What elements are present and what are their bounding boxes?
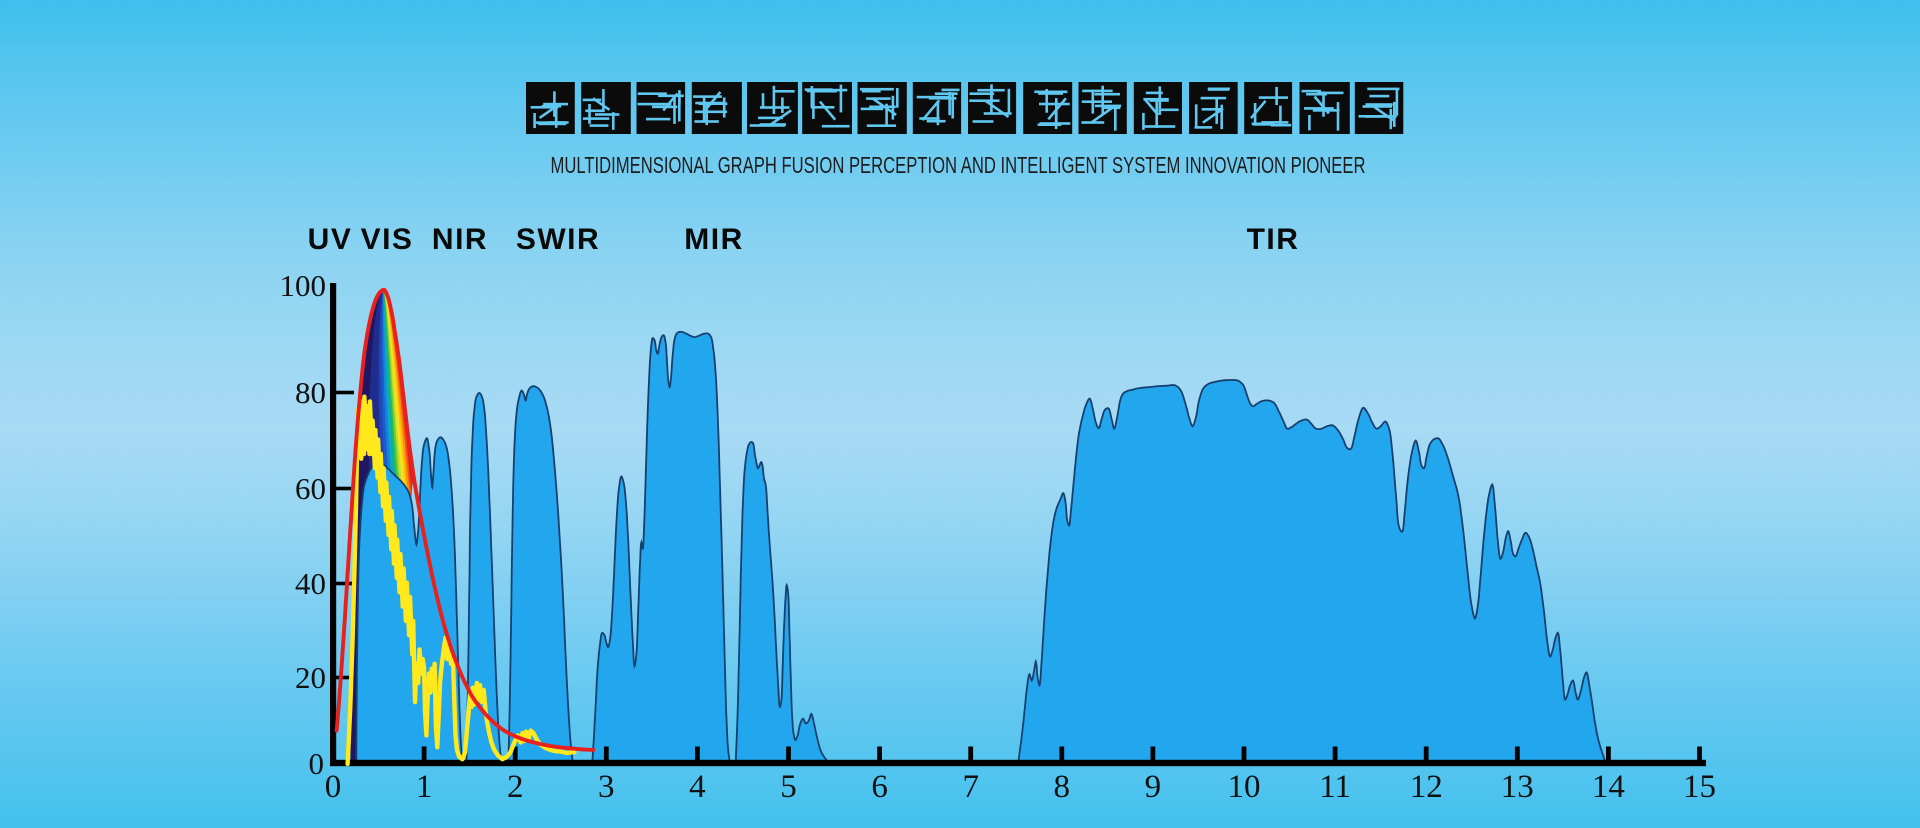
svg-text:3: 3 <box>598 769 615 805</box>
svg-text:MIR: MIR <box>684 223 744 256</box>
svg-text:20: 20 <box>295 660 326 695</box>
svg-text:MULTIDIMENSIONAL GRAPH FUSION: MULTIDIMENSIONAL GRAPH FUSION PERCEPTION… <box>551 152 1366 178</box>
svg-text:12: 12 <box>1410 769 1443 805</box>
svg-text:100: 100 <box>280 268 327 303</box>
svg-text:0: 0 <box>309 746 325 781</box>
svg-text:14: 14 <box>1592 769 1625 805</box>
svg-text:40: 40 <box>295 566 326 601</box>
svg-text:9: 9 <box>1145 769 1162 805</box>
svg-text:VIS: VIS <box>361 223 414 256</box>
svg-text:80: 80 <box>295 375 326 410</box>
svg-text:6: 6 <box>871 769 888 805</box>
svg-text:NIR: NIR <box>432 223 488 256</box>
svg-text:15: 15 <box>1683 769 1716 805</box>
svg-text:13: 13 <box>1501 769 1534 805</box>
svg-text:0: 0 <box>325 769 342 805</box>
svg-text:TIR: TIR <box>1247 223 1300 256</box>
svg-text:11: 11 <box>1319 769 1351 805</box>
svg-text:2: 2 <box>507 769 524 805</box>
svg-text:UV: UV <box>308 223 353 256</box>
svg-text:60: 60 <box>295 471 326 506</box>
svg-text:5: 5 <box>780 769 797 805</box>
svg-text:8: 8 <box>1054 769 1071 805</box>
svg-text:1: 1 <box>416 769 433 805</box>
svg-text:SWIR: SWIR <box>516 223 600 256</box>
svg-text:7: 7 <box>962 769 979 805</box>
svg-text:10: 10 <box>1228 769 1261 805</box>
svg-text:4: 4 <box>689 769 706 805</box>
